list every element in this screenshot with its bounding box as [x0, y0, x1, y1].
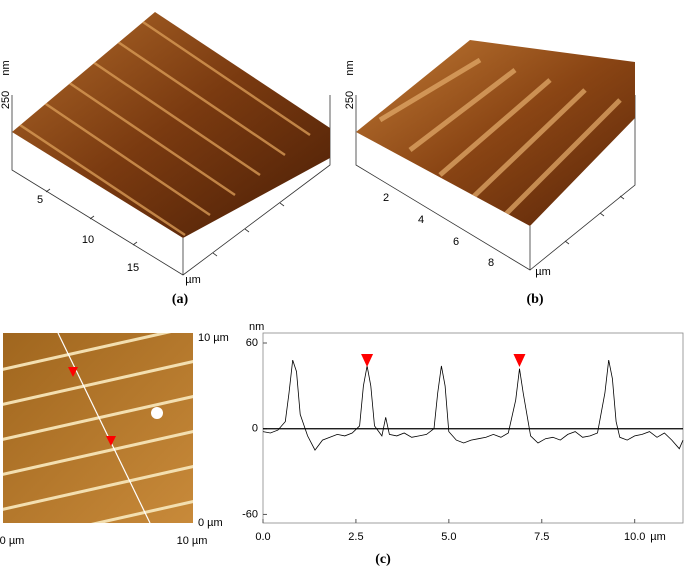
image-label: 0 µm [198, 517, 223, 529]
afm-3d-b [355, 40, 636, 271]
afm-3d-a [11, 12, 331, 276]
y-tick-label: 60 [246, 337, 258, 349]
z-tick-label: 250 [0, 91, 12, 109]
z-unit: nm [0, 60, 12, 75]
z-tick-label: 250 [344, 91, 356, 109]
axis-tick-label: 4 [418, 214, 424, 226]
y-tick-label: -60 [242, 508, 258, 520]
panel-caption: (c) [375, 552, 391, 567]
axis-tick-label: 8 [488, 257, 494, 269]
axis-unit: µm [185, 274, 201, 286]
x-tick-label: 7.5 [534, 531, 549, 543]
afm-image [3, 332, 193, 524]
axis-unit: µm [535, 266, 551, 278]
axis-tick-label: 5 [37, 194, 43, 206]
x-unit: µm [650, 531, 666, 543]
panel-caption: (b) [526, 292, 543, 307]
image-label: 0 µm [0, 535, 24, 547]
axis-tick-label: 6 [453, 236, 459, 248]
profile-marker [513, 354, 526, 367]
image-label: 10 µm [177, 535, 208, 547]
x-tick-label: 2.5 [348, 531, 363, 543]
axis-tick-label: 2 [383, 192, 389, 204]
z-unit: nm [344, 60, 356, 75]
axis-tick-label: 10 [82, 234, 94, 246]
y-tick-label: 0 [252, 423, 258, 435]
axis-tick-label: 15 [127, 262, 139, 274]
profile-marker [361, 354, 374, 367]
panel-caption: (a) [172, 292, 189, 307]
x-tick-label: 10.0 [624, 531, 645, 543]
plot-frame [262, 332, 684, 524]
y-axis-label: nm [249, 321, 264, 333]
x-tick-label: 5.0 [441, 531, 456, 543]
image-label: 10 µm [198, 332, 229, 344]
x-tick-label: 0.0 [255, 531, 270, 543]
profile-line [262, 359, 684, 451]
